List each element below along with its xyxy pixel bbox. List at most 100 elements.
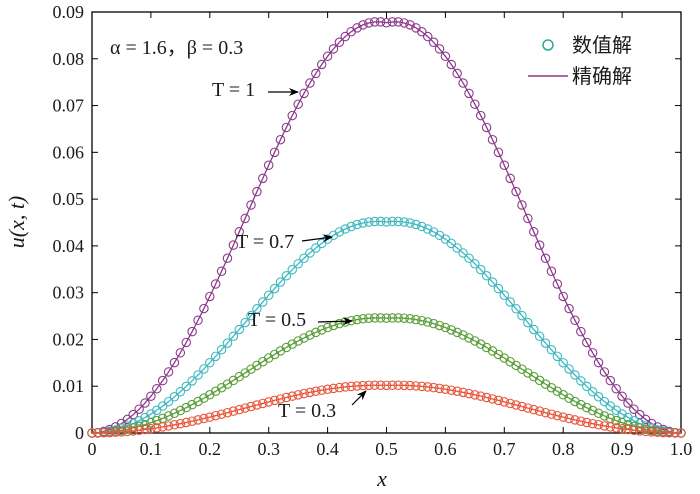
series-point-3 (263, 397, 274, 407)
series-point-0 (528, 227, 539, 237)
series-point-1 (299, 253, 309, 263)
legend-label-numeric: 数值解 (572, 33, 632, 57)
series-point-2 (152, 415, 162, 426)
series-point-1 (534, 331, 545, 342)
series-point-0 (422, 31, 433, 42)
series-point-2 (305, 330, 315, 340)
series-point-1 (193, 370, 203, 380)
series-point-3 (216, 409, 227, 419)
series-point-3 (269, 395, 280, 406)
series-point-0 (623, 398, 633, 408)
series-point-3 (252, 400, 262, 410)
series-point-0 (499, 160, 510, 170)
series-point-0 (311, 68, 321, 79)
series-point-3 (417, 381, 427, 392)
series-point-3 (93, 428, 103, 438)
series-point-1 (210, 351, 221, 362)
annotation-t07: T = 0.7 (236, 231, 294, 253)
series-point-0 (157, 375, 168, 386)
series-point-0 (587, 348, 598, 358)
series-point-1 (287, 264, 298, 275)
series-point-1 (623, 412, 633, 423)
series-point-1 (375, 216, 386, 227)
series-point-3 (134, 425, 144, 435)
series-point-1 (381, 217, 392, 227)
legend-label-exact: 精确解 (572, 64, 632, 88)
series-point-0 (505, 173, 515, 184)
series-point-1 (499, 290, 510, 300)
series-point-1 (481, 271, 492, 281)
series-point-2 (393, 313, 404, 323)
series-point-1 (475, 264, 486, 275)
series-point-3 (546, 409, 557, 419)
series-point-2 (169, 408, 180, 419)
series-point-2 (163, 411, 174, 421)
series-point-1 (582, 381, 592, 392)
series-point-1 (334, 227, 345, 237)
series-point-3 (222, 407, 233, 418)
x-tick-label: 0.9 (611, 439, 634, 459)
series-point-3 (169, 420, 180, 430)
series-point-0 (187, 326, 197, 337)
series-point-1 (199, 364, 209, 374)
series-point-0 (134, 404, 144, 414)
x-tick-label: 0.2 (199, 439, 222, 459)
series-point-1 (428, 227, 439, 237)
x-tick-label: 0.1 (140, 439, 163, 459)
series-point-3 (558, 412, 568, 422)
series-point-3 (369, 380, 380, 390)
series-point-2 (446, 325, 457, 335)
series-point-0 (511, 186, 521, 197)
series-point-1 (558, 357, 568, 368)
series-point-2 (428, 318, 439, 329)
series-point-2 (475, 339, 486, 349)
series-point-1 (340, 224, 351, 234)
series-point-2 (417, 315, 427, 326)
series-point-3 (258, 398, 268, 409)
series-line-1 (91, 220, 682, 434)
series-point-0 (334, 37, 345, 48)
series-point-1 (452, 243, 462, 253)
x-tick-label: 0.3 (257, 439, 280, 459)
series-point-3 (299, 388, 309, 399)
series-point-1 (263, 290, 274, 300)
series-point-0 (540, 253, 551, 264)
y-tick-label: 0.03 (53, 283, 85, 303)
series-point-3 (452, 386, 462, 396)
series-point-2 (440, 322, 451, 333)
series-point-1 (387, 216, 398, 227)
series-point-0 (517, 200, 527, 210)
series-point-0 (546, 266, 557, 277)
series-point-0 (582, 337, 592, 348)
series-point-2 (617, 417, 627, 428)
series-point-1 (252, 304, 262, 314)
series-point-1 (493, 283, 504, 294)
series-point-0 (475, 110, 486, 121)
series-point-0 (523, 213, 533, 224)
series-point-0 (146, 391, 156, 401)
series-line-2 (91, 317, 682, 434)
series-point-2 (322, 322, 333, 333)
series-point-3 (346, 381, 356, 392)
series-point-0 (181, 337, 191, 348)
series-point-3 (440, 384, 451, 394)
series-point-2 (287, 339, 298, 349)
series-point-3 (517, 401, 527, 412)
series-point-3 (281, 392, 292, 403)
series-point-0 (493, 147, 504, 158)
series-point-1 (281, 271, 292, 281)
series-point-1 (181, 381, 191, 392)
series-point-0 (593, 357, 604, 368)
series-point-3 (487, 394, 498, 404)
series-point-1 (464, 253, 474, 263)
series-point-3 (293, 390, 303, 400)
series-point-3 (175, 418, 186, 429)
series-point-2 (405, 314, 415, 324)
series-point-3 (570, 415, 580, 425)
series-point-2 (199, 393, 209, 403)
series-point-1 (311, 243, 321, 253)
series-point-3 (116, 427, 127, 437)
series-point-0 (228, 240, 239, 250)
legend: 数值解 精确解 (528, 33, 632, 88)
series-point-0 (481, 122, 492, 133)
